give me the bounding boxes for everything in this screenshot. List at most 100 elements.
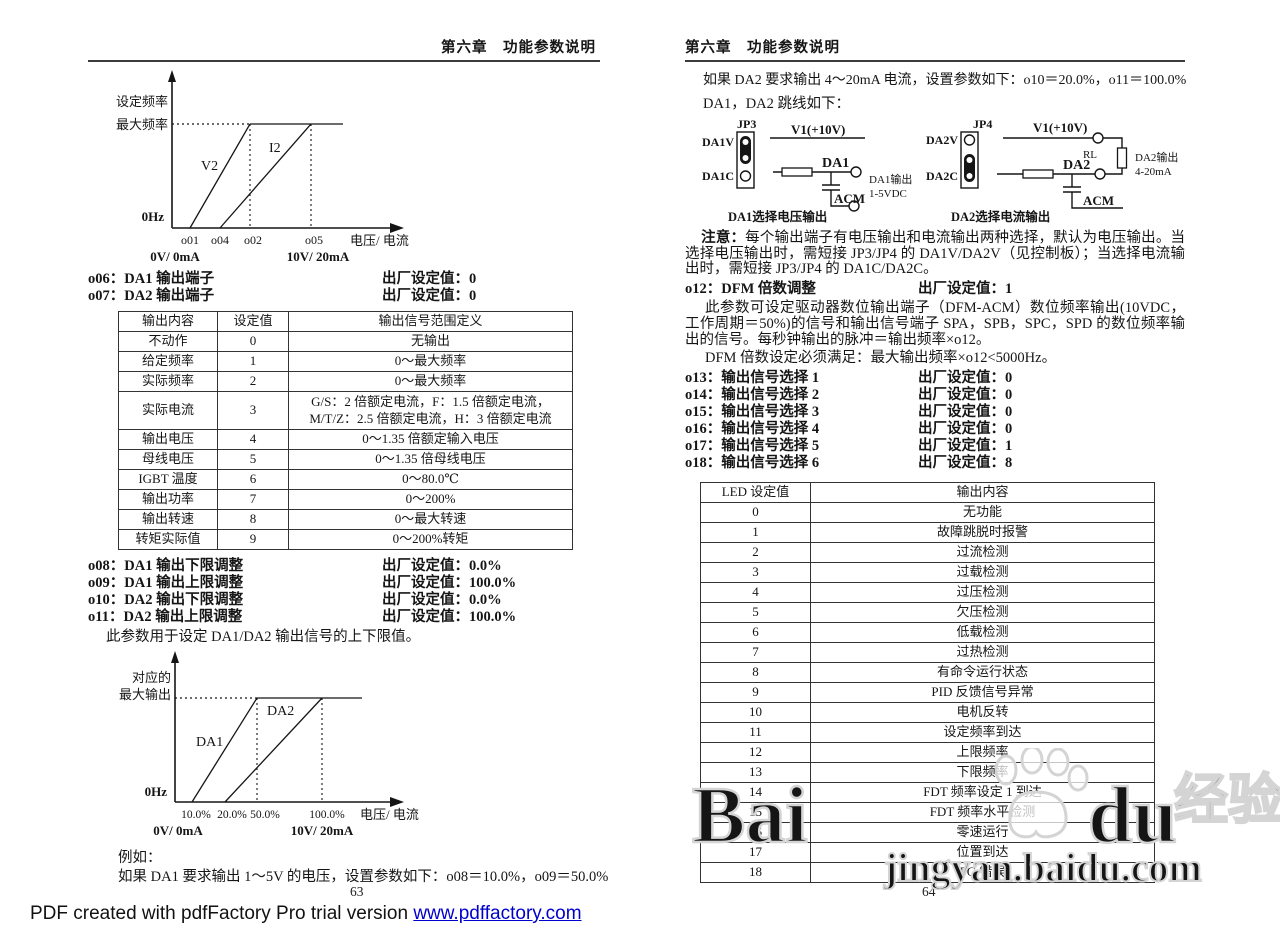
table-cell: PID 反馈信号异常: [810, 681, 1155, 703]
x-min-label: 0V/ 0mA: [150, 249, 200, 264]
param-default: 出厂设定值：0: [918, 403, 1013, 420]
note-label: 注意：: [701, 230, 746, 246]
param-name: o12：DFM 倍数调整: [685, 280, 816, 297]
table-row: 1 故障跳脱时报警: [700, 521, 1155, 543]
table-cell: 给定频率: [118, 351, 218, 372]
table-cell: 0～200%: [288, 489, 573, 510]
jp3-jumper-block: [736, 131, 755, 189]
param-row: o06：DA1 输出端子 出厂设定值：0: [88, 271, 600, 288]
curve-i2: [219, 123, 312, 229]
y-label-max-freq: 最大频率: [116, 117, 168, 132]
table-cell: 17: [700, 841, 811, 863]
table-cell: 0～1.35 倍额定输入电压: [288, 429, 573, 450]
table-cell: 欠压检测: [810, 601, 1155, 623]
col-header: 输出内容: [118, 311, 218, 332]
param-row: o17：输出信号选择 5 出厂设定值：1: [685, 438, 1185, 455]
tick-o05: o05: [305, 233, 323, 247]
table-cell: IGBT 温度: [118, 469, 218, 490]
para-da2-example: 如果 DA2 要求输出 4～20mA 电流，设置参数如下：o10＝20.0%，o…: [703, 73, 1187, 88]
y-label-zero: 0Hz: [142, 209, 165, 224]
x-axis-arrow: [390, 223, 404, 233]
table-row: 6 低载检测: [700, 621, 1155, 643]
table-cell: 13: [700, 761, 811, 783]
param-name: o06：DA1 输出端子: [88, 271, 215, 287]
table-cell: 10: [700, 701, 811, 723]
x-axis-label: 电压/ 电流: [360, 807, 419, 822]
table-cell: 2: [700, 541, 811, 563]
table-cell: 低载检测: [810, 621, 1155, 643]
tick-100: 100.0%: [309, 809, 345, 821]
jp3-v1-label: V1(+10V): [791, 122, 845, 137]
y-label-line1: 对应的: [132, 670, 171, 685]
param-name: o18：输出信号选择 6: [685, 454, 820, 471]
tick-50: 50.0%: [250, 809, 280, 821]
param-row: o07：DA2 输出端子 出厂设定值：0: [88, 288, 600, 305]
x-min-label: 0V/ 0mA: [153, 823, 203, 838]
jp3-pin-top-label: DA1V: [702, 135, 734, 149]
table-cell: 11: [700, 721, 811, 743]
y-label-set-freq: 设定频率: [116, 94, 168, 109]
jp4-node-label: DA2: [1063, 158, 1090, 173]
param-name: o15：输出信号选择 3: [685, 403, 820, 420]
table-row: 17 位置到达: [700, 841, 1155, 863]
jp3-pin-bottom-label: DA1C: [702, 169, 734, 183]
example-text: 如果 DA1 要求输出 1～5V 的电压，设置参数如下：o08＝10.0%，o0…: [118, 869, 609, 885]
x-axis-label: 电压/ 电流: [350, 233, 409, 248]
param-row: o13：输出信号选择 1 出厂设定值：0: [685, 370, 1185, 387]
table-header-row: LED 设定值 输出内容: [700, 481, 1155, 503]
tick-20: 20.0%: [217, 809, 247, 821]
table-row: 母线电压 5 0～1.35 倍母线电压: [118, 449, 573, 470]
table-cell: 4: [700, 581, 811, 603]
y-label-line2: 最大输出: [119, 687, 171, 702]
table-cell: 过热检测: [810, 641, 1155, 663]
table-row: 0 无功能: [700, 501, 1155, 523]
table-cell: 0～最大频率: [288, 351, 573, 372]
chapter-header-left: 第六章 功能参数说明: [441, 40, 596, 56]
col-header: LED 设定值: [700, 481, 811, 503]
note-text: 此参数用于设定 DA1/DA2 输出信号的上下限值。: [106, 629, 421, 645]
table-row: 7 过热检测: [700, 641, 1155, 663]
table-cell: 3: [217, 391, 289, 430]
table-row: 14 FDT 频率设定 1 到达: [700, 781, 1155, 803]
param-default: 出厂设定值：100.0%: [382, 575, 517, 591]
table-cell: 7: [217, 489, 289, 510]
para-dfm-description: 此参数可设定驱动器数位输出端子（DFM-ACM）数位频率输出(10VDC，工作周…: [685, 299, 1185, 348]
example-block: 例如： 如果 DA1 要求输出 1～5V 的电压，设置参数如下：o08＝10.0…: [118, 849, 609, 887]
table-row: 16 零速运行: [700, 821, 1155, 843]
col-header: 输出信号范围定义: [288, 311, 573, 332]
header-rule-left: [88, 60, 600, 62]
tick-o04: o04: [211, 233, 229, 247]
param-default: 出厂设定值：8: [918, 454, 1013, 471]
param-default: 出厂设定值：0: [918, 420, 1013, 437]
jp4-rl-label: RL: [1083, 149, 1097, 161]
table-cell: G/S：2 倍额定电流，F：1.5 倍额定电流，M/T/Z：2.5 倍额定电流，…: [288, 391, 573, 430]
param-name: o08：DA1 输出下限调整: [88, 558, 244, 574]
table-cell: 无功能: [810, 501, 1155, 523]
table-cell: 下限频率: [810, 761, 1155, 783]
table-cell: 7: [700, 641, 811, 663]
table-cell: 12: [700, 741, 811, 763]
x-axis-arrow: [390, 797, 404, 807]
note-paragraph: 注意：每个输出端子有电压输出和电流输出两种选择，默认为电压输出。当选择电压输出时…: [685, 230, 1185, 278]
table-row: 3 过载检测: [700, 561, 1155, 583]
table-cell: 0～1.35 倍母线电压: [288, 449, 573, 470]
param-name: o16：输出信号选择 4: [685, 420, 820, 437]
table-cell: FDT 频率设定 1 到达: [810, 781, 1155, 803]
param-name: o09：DA1 输出上限调整: [88, 575, 244, 591]
table-cell: 5: [217, 449, 289, 470]
jp3-resistor: [781, 167, 813, 177]
page-right: 第六章 功能参数说明 如果 DA2 要求输出 4～20mA 电流，设置参数如下：…: [685, 38, 1187, 883]
curve-v2: [189, 123, 251, 229]
table-cell: 0～最大频率: [288, 371, 573, 392]
jp4-v1-label: V1(+10V): [1033, 120, 1087, 135]
jp4-caption: DA2选择电流输出: [951, 209, 1050, 224]
params-o08-o11: o08：DA1 输出下限调整 出厂设定值：0.0% o09：DA1 输出上限调整…: [88, 558, 600, 626]
params-o13-o18: o13：输出信号选择 1 出厂设定值：0 o14：输出信号选择 2 出厂设定值：…: [685, 370, 1185, 472]
table-cell: 8: [217, 509, 289, 530]
jp3-pin-da1v: [742, 139, 749, 145]
param-row: o16：输出信号选择 4 出厂设定值：0: [685, 421, 1185, 438]
param-name: o17：输出信号选择 5: [685, 437, 820, 454]
page-number-left: 63: [350, 884, 364, 899]
jp3-out-line1: DA1输出: [869, 172, 912, 186]
pdf-footer-link[interactable]: www.pdffactory.com: [413, 903, 582, 924]
